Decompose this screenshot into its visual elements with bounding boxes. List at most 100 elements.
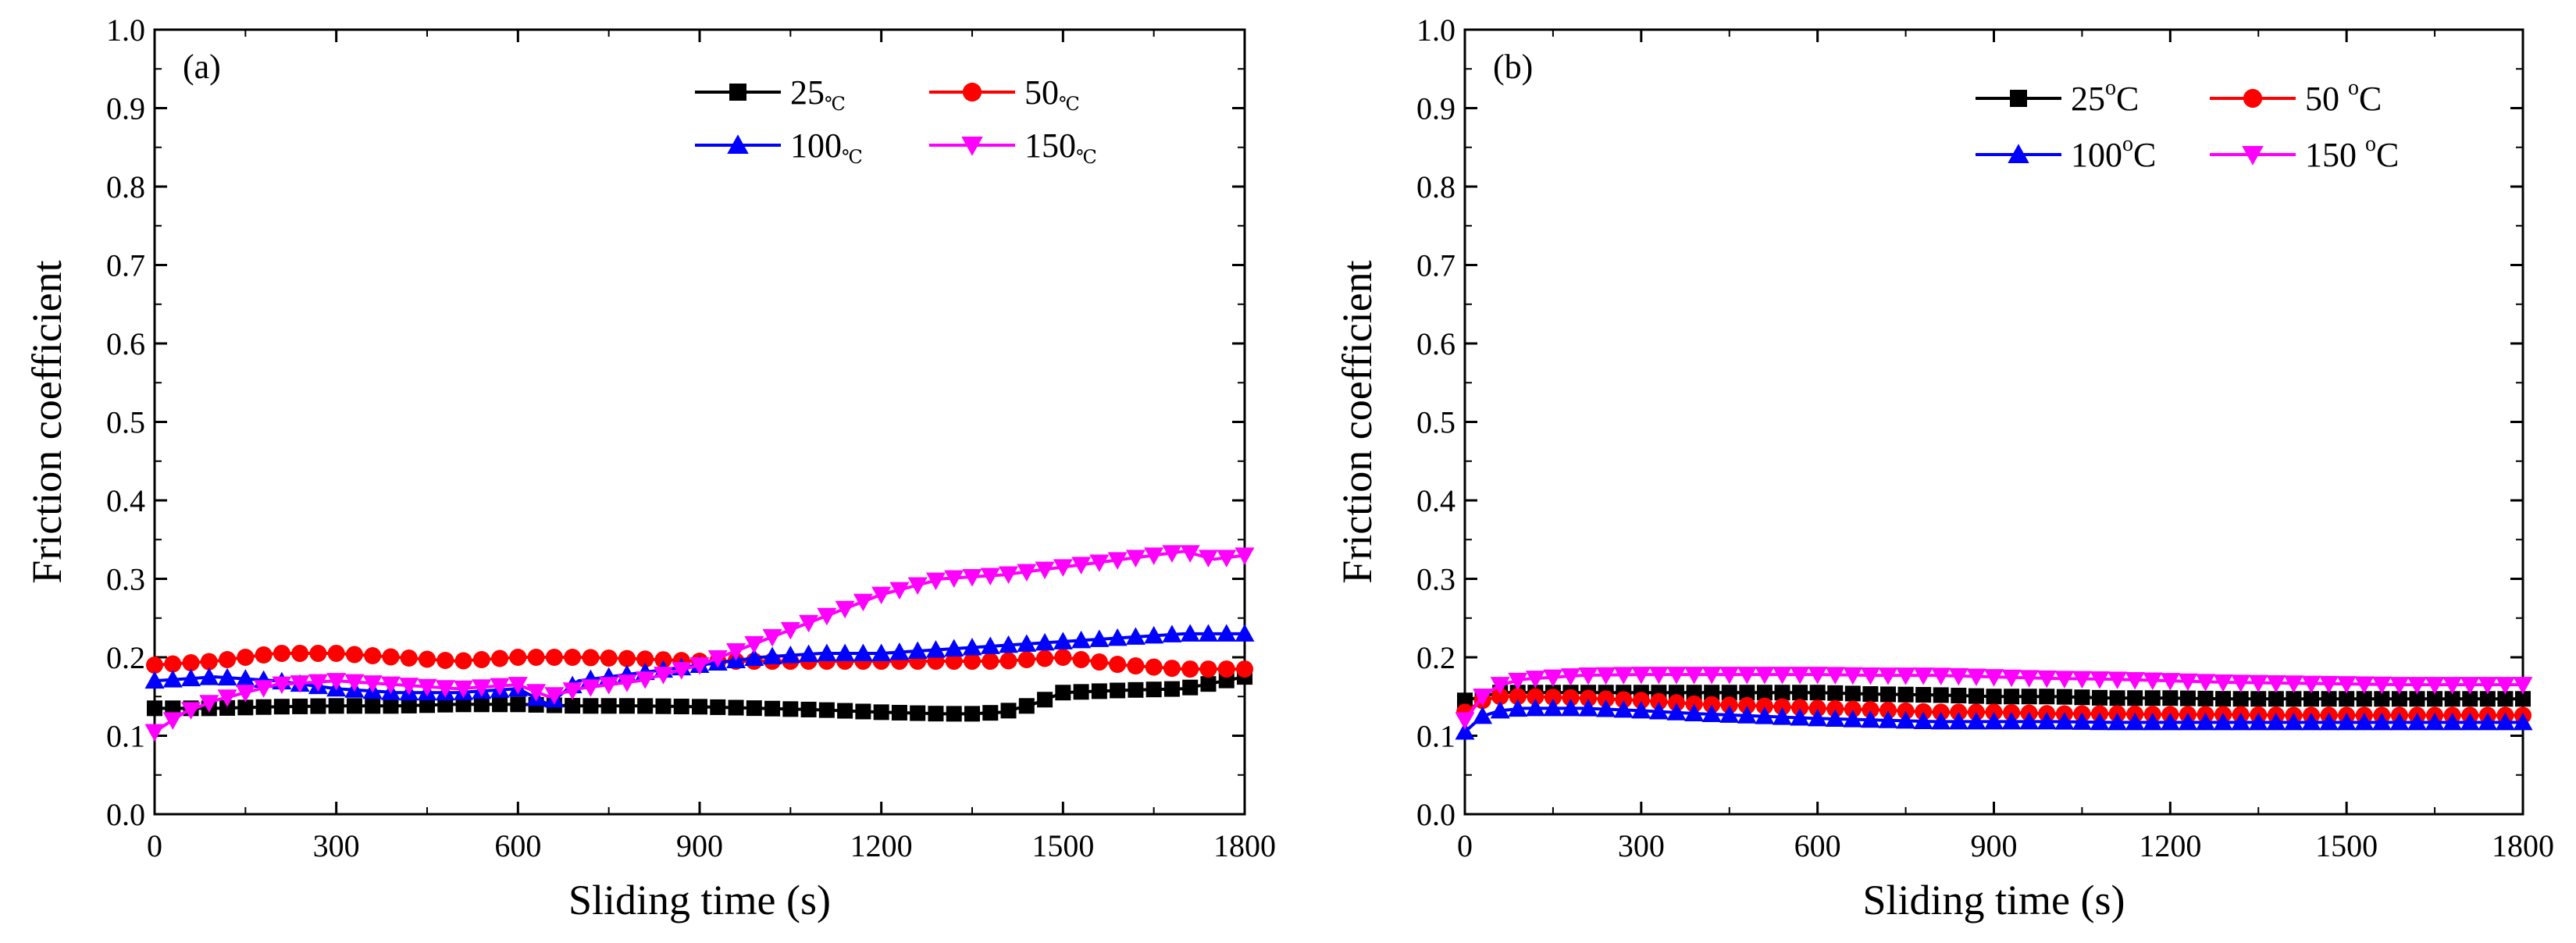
data-point bbox=[2444, 691, 2460, 707]
legend-label: 25oC bbox=[2071, 76, 2139, 118]
data-point bbox=[2425, 712, 2445, 731]
legend-item-3: 150℃ bbox=[929, 126, 1097, 168]
data-point bbox=[2354, 712, 2375, 731]
data-point bbox=[1755, 697, 1773, 715]
x-tick-label: 600 bbox=[1794, 828, 1841, 863]
data-point bbox=[327, 644, 345, 662]
data-point bbox=[255, 646, 273, 664]
data-point bbox=[764, 700, 781, 717]
data-point bbox=[982, 653, 999, 671]
x-tick-label: 1500 bbox=[2315, 828, 2378, 863]
data-point bbox=[1071, 557, 1092, 575]
data-point bbox=[2303, 691, 2319, 707]
data-point bbox=[2407, 677, 2427, 695]
data-point bbox=[1162, 625, 1182, 642]
y-tick-label: 0.9 bbox=[106, 91, 145, 126]
data-point bbox=[1755, 667, 1775, 685]
data-point bbox=[2371, 712, 2392, 731]
data-point bbox=[510, 696, 526, 713]
data-point bbox=[2213, 674, 2233, 692]
data-point bbox=[1162, 545, 1182, 563]
data-point bbox=[326, 673, 347, 691]
data-point bbox=[2356, 691, 2372, 707]
data-point bbox=[1808, 699, 1826, 717]
data-point bbox=[200, 653, 218, 671]
data-point bbox=[907, 641, 928, 659]
data-point bbox=[889, 642, 910, 660]
data-point bbox=[1457, 692, 1473, 709]
data-point bbox=[162, 670, 183, 688]
data-point bbox=[728, 699, 744, 716]
data-point bbox=[1738, 696, 1756, 714]
data-point bbox=[2391, 691, 2407, 707]
data-point bbox=[455, 696, 472, 713]
data-point bbox=[144, 671, 165, 689]
legend-item-2: 100oC bbox=[1976, 132, 2156, 174]
legend-series-name: 150 bbox=[2305, 136, 2365, 174]
data-point bbox=[144, 724, 165, 742]
legend-degree: o bbox=[2105, 76, 2116, 100]
legend-marker bbox=[2243, 88, 2263, 109]
data-point bbox=[254, 680, 274, 698]
data-point bbox=[1913, 711, 1933, 730]
data-point bbox=[1931, 711, 1951, 730]
data-point bbox=[1790, 667, 1810, 685]
data-point bbox=[1844, 685, 1861, 702]
data-point bbox=[1597, 690, 1615, 708]
data-point bbox=[2019, 670, 2040, 688]
data-point bbox=[2092, 689, 2107, 706]
data-point bbox=[710, 699, 726, 715]
data-point bbox=[1182, 679, 1199, 696]
data-point bbox=[2215, 691, 2232, 707]
data-point bbox=[2107, 712, 2128, 731]
data-point bbox=[1163, 681, 1180, 697]
data-point bbox=[290, 675, 310, 693]
data-point bbox=[1071, 630, 1092, 649]
data-point bbox=[1089, 629, 1110, 647]
data-point bbox=[2286, 691, 2302, 707]
data-point bbox=[565, 698, 581, 714]
data-point bbox=[1491, 688, 1509, 706]
data-point bbox=[1826, 699, 1844, 717]
data-point bbox=[1933, 687, 1949, 703]
data-point bbox=[2374, 691, 2390, 707]
data-point bbox=[2389, 677, 2410, 695]
data-point bbox=[2354, 676, 2375, 694]
data-point bbox=[726, 642, 746, 661]
data-point bbox=[1878, 710, 1898, 728]
data-point bbox=[689, 657, 710, 675]
legend-degree: o bbox=[2365, 132, 2376, 156]
series-2 bbox=[1455, 698, 2533, 740]
chart-panel-1: 0.0 0.1 0.2 0.3 0.4 0.5 0.6 0.7 0.8 0.9 1.0 0 300 600… bbox=[1334, 12, 2554, 923]
data-point bbox=[2125, 712, 2145, 731]
data-point bbox=[1200, 676, 1217, 692]
data-point bbox=[962, 568, 982, 587]
data-point bbox=[292, 698, 308, 714]
data-point bbox=[2143, 672, 2163, 691]
data-point bbox=[472, 651, 490, 669]
legend-series-name: 25 bbox=[2071, 80, 2105, 118]
data-point bbox=[1217, 550, 1237, 568]
data-point bbox=[1508, 699, 1528, 717]
data-point bbox=[1843, 667, 1863, 685]
data-point bbox=[2039, 689, 2055, 705]
data-point bbox=[835, 600, 855, 619]
data-point bbox=[1163, 660, 1181, 678]
data-point bbox=[1525, 671, 1545, 689]
data-point bbox=[2460, 712, 2480, 731]
data-point bbox=[2479, 691, 2496, 707]
data-point bbox=[527, 649, 545, 666]
data-point bbox=[964, 706, 980, 722]
legend-item-1: 50 oC bbox=[2210, 76, 2382, 118]
data-point bbox=[599, 677, 619, 695]
data-point bbox=[1017, 564, 1037, 582]
data-point bbox=[2425, 677, 2445, 695]
data-point bbox=[853, 593, 873, 612]
data-point bbox=[855, 703, 871, 720]
data-point bbox=[2478, 677, 2498, 695]
y-tick-label: 0.6 bbox=[106, 326, 145, 361]
data-point bbox=[2107, 671, 2128, 689]
data-point bbox=[873, 704, 889, 721]
legend-label: 50 oC bbox=[2305, 76, 2382, 118]
